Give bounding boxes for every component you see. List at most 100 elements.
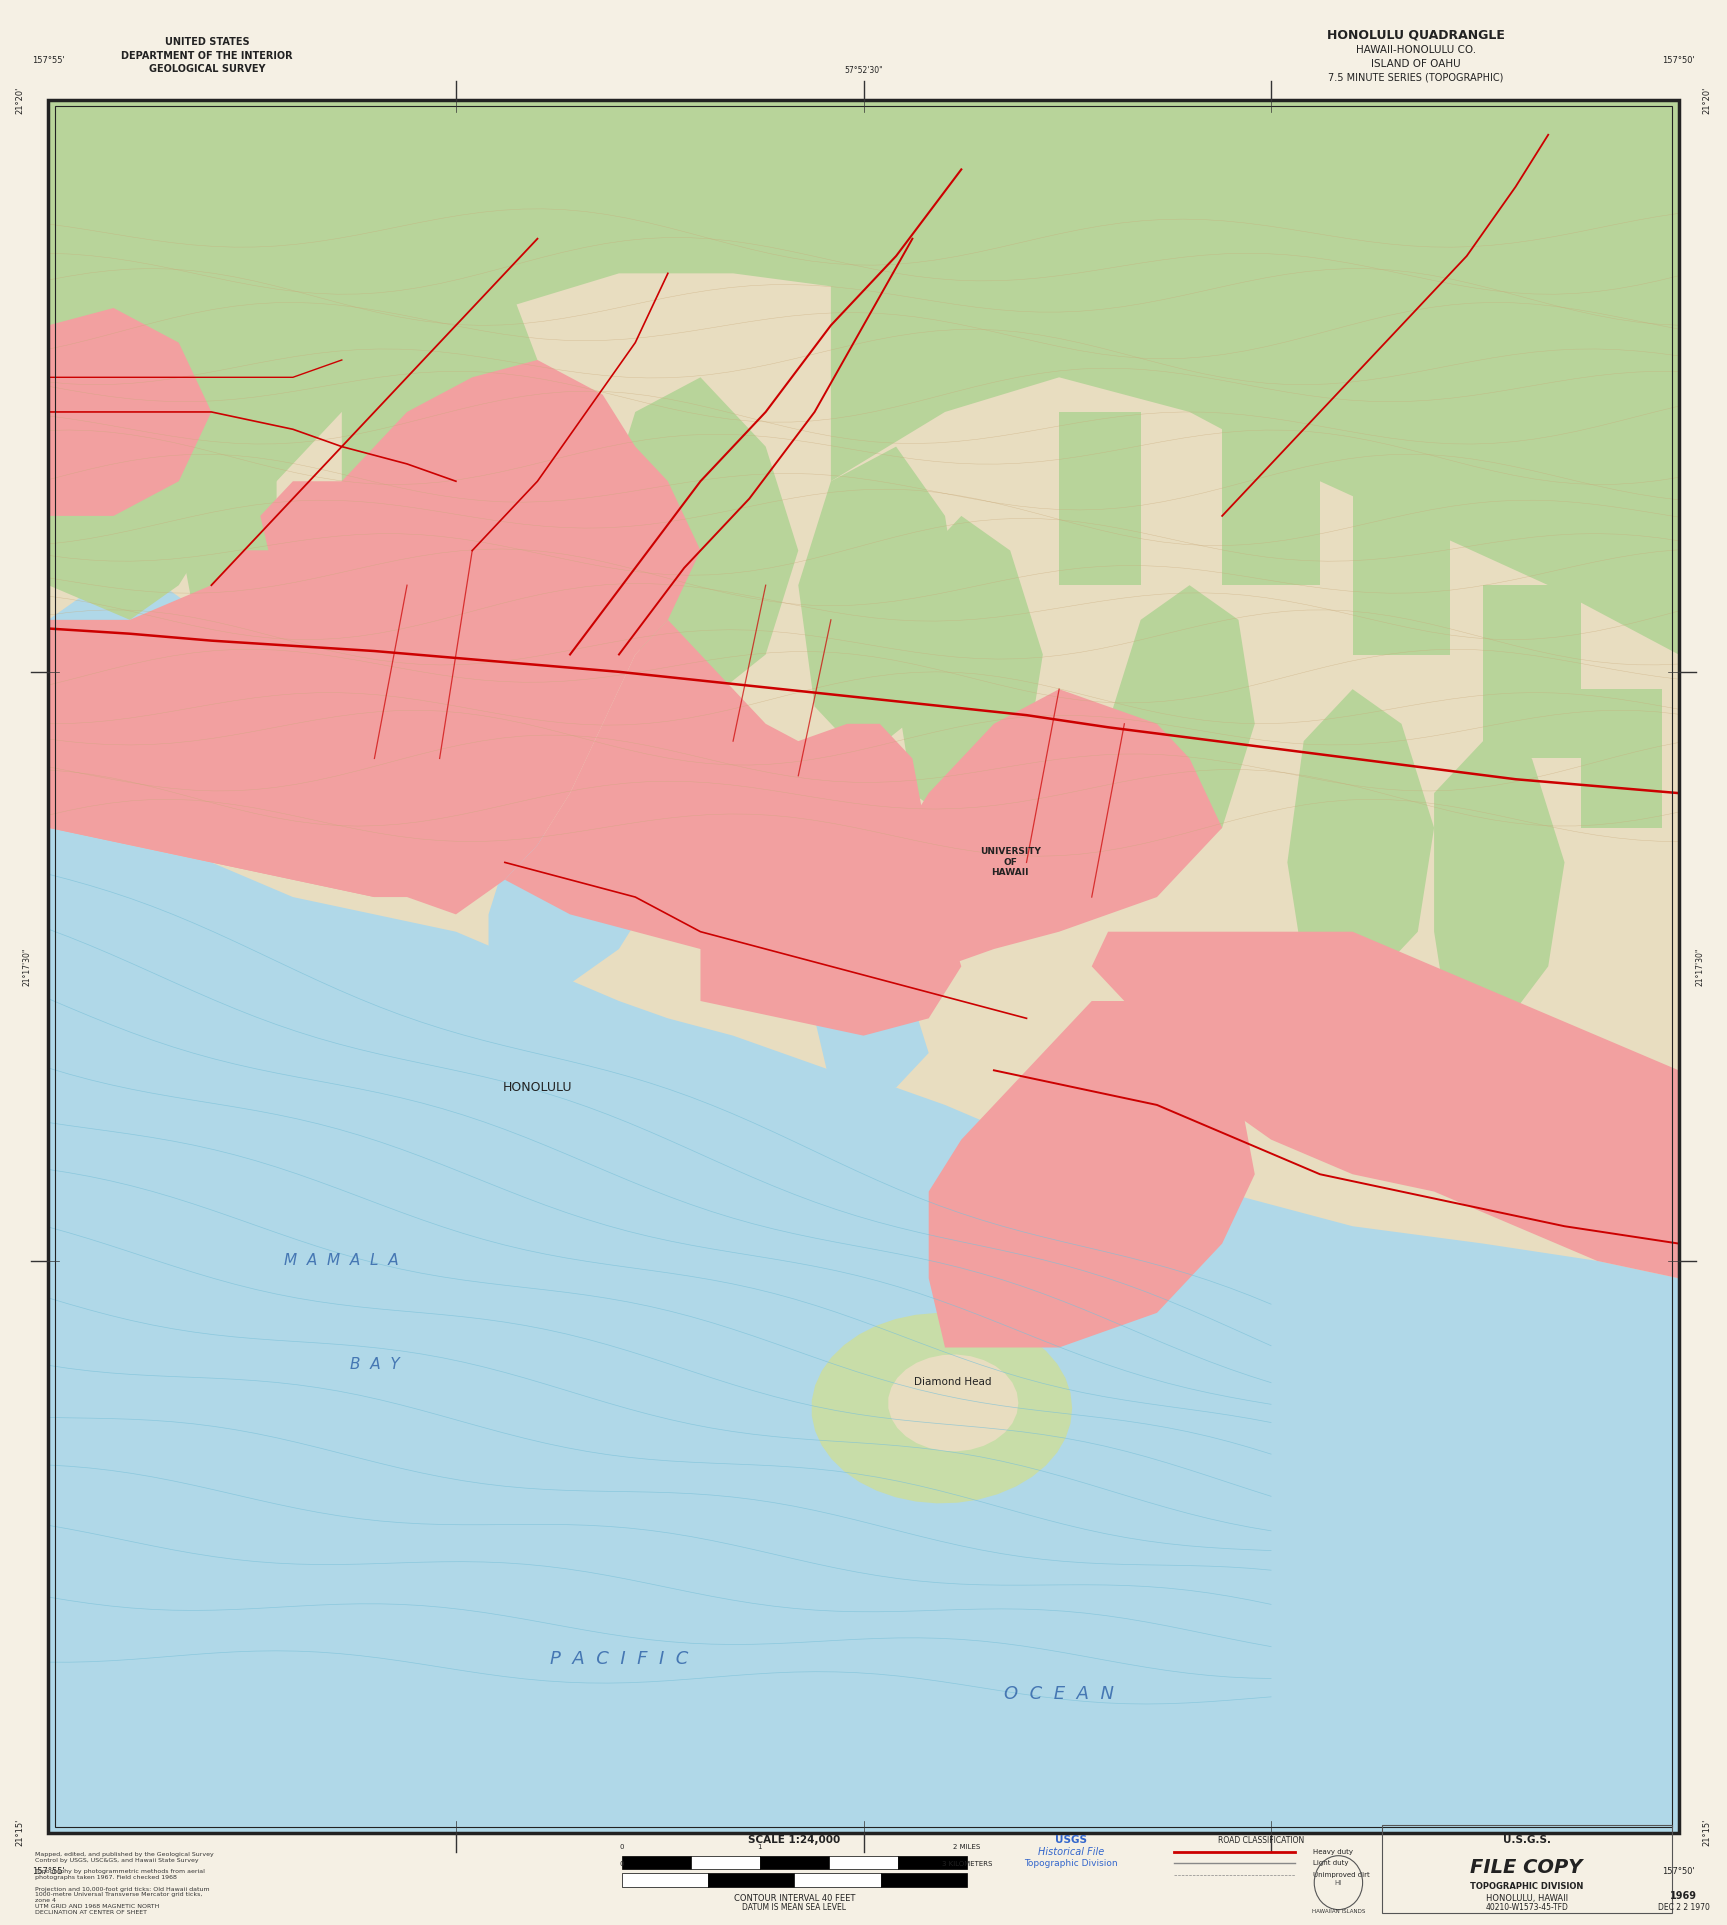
Text: GEOLOGICAL SURVEY: GEOLOGICAL SURVEY <box>149 64 266 75</box>
Bar <box>55 106 1672 1827</box>
Polygon shape <box>1223 377 1319 585</box>
Text: HAWAII-HONOLULU CO.: HAWAII-HONOLULU CO. <box>1356 44 1477 56</box>
Bar <box>691 1856 760 1869</box>
Bar <box>898 1856 967 1869</box>
Polygon shape <box>896 516 1043 828</box>
Polygon shape <box>1483 585 1580 758</box>
Polygon shape <box>48 221 375 585</box>
Text: 157°55': 157°55' <box>33 1867 64 1877</box>
Text: 40210-W1573-45-TFD: 40210-W1573-45-TFD <box>1485 1904 1568 1912</box>
Text: ISLAND OF OAHU: ISLAND OF OAHU <box>1371 58 1461 69</box>
Text: HONOLULU: HONOLULU <box>503 1082 572 1093</box>
Polygon shape <box>815 984 929 1088</box>
Text: 21°17'30": 21°17'30" <box>1696 947 1705 986</box>
Polygon shape <box>48 551 408 897</box>
Polygon shape <box>261 481 375 585</box>
Text: Control by USGS, USC&GS, and Hawaii State Survey: Control by USGS, USC&GS, and Hawaii Stat… <box>35 1858 199 1863</box>
Text: 21°20': 21°20' <box>16 87 24 114</box>
Bar <box>622 1856 691 1869</box>
Text: HI: HI <box>1335 1879 1342 1886</box>
Text: DATUM IS MEAN SEA LEVEL: DATUM IS MEAN SEA LEVEL <box>743 1904 846 1912</box>
Bar <box>881 1873 967 1886</box>
Bar <box>708 1873 794 1886</box>
Polygon shape <box>1109 585 1256 880</box>
Polygon shape <box>1352 481 1451 654</box>
Polygon shape <box>879 689 1223 966</box>
Text: UNITED STATES: UNITED STATES <box>164 37 250 48</box>
Text: 21°20': 21°20' <box>1703 87 1711 114</box>
Polygon shape <box>211 672 342 758</box>
Polygon shape <box>48 585 244 845</box>
Text: DEC 2 2 1970: DEC 2 2 1970 <box>1658 1904 1710 1912</box>
Text: 157°55': 157°55' <box>33 56 64 65</box>
Text: Light duty: Light duty <box>1313 1860 1349 1867</box>
Text: 1000-metre Universal Transverse Mercator grid ticks,: 1000-metre Universal Transverse Mercator… <box>35 1892 202 1898</box>
Text: 1: 1 <box>758 1844 762 1850</box>
Text: 0: 0 <box>620 1844 623 1850</box>
Polygon shape <box>48 360 701 914</box>
Text: TOPOGRAPHIC DIVISION: TOPOGRAPHIC DIVISION <box>1470 1883 1584 1890</box>
Text: 57°52'30": 57°52'30" <box>845 1858 882 1867</box>
Text: zone 4: zone 4 <box>35 1898 55 1904</box>
Text: HAWAIIAN ISLANDS: HAWAIIAN ISLANDS <box>1313 1910 1364 1913</box>
Text: 3 KILOMETERS: 3 KILOMETERS <box>941 1861 993 1867</box>
Text: 2 MILES: 2 MILES <box>953 1844 981 1850</box>
Text: Heavy duty: Heavy duty <box>1313 1848 1352 1856</box>
Polygon shape <box>1287 689 1433 1001</box>
Polygon shape <box>489 828 651 1001</box>
Polygon shape <box>831 100 1679 655</box>
Text: B  A  Y: B A Y <box>349 1357 399 1373</box>
Text: Unimproved dirt: Unimproved dirt <box>1313 1871 1370 1879</box>
Text: O  C  E  A  N: O C E A N <box>1003 1684 1114 1704</box>
Polygon shape <box>1580 689 1663 828</box>
Polygon shape <box>1091 932 1679 1278</box>
Polygon shape <box>180 412 276 654</box>
Text: HONOLULU QUADRANGLE: HONOLULU QUADRANGLE <box>1328 29 1504 40</box>
Text: Projection and 10,000-foot grid ticks: Old Hawaii datum: Projection and 10,000-foot grid ticks: O… <box>35 1886 209 1892</box>
Polygon shape <box>1433 741 1565 1053</box>
Text: CONTOUR INTERVAL 40 FEET: CONTOUR INTERVAL 40 FEET <box>734 1894 855 1902</box>
Text: Topographic Division: Topographic Division <box>1024 1860 1117 1867</box>
Text: 21°15': 21°15' <box>1703 1819 1711 1846</box>
Text: photographs taken 1967. Field checked 1968: photographs taken 1967. Field checked 19… <box>35 1875 176 1881</box>
Text: Mapped, edited, and published by the Geological Survey: Mapped, edited, and published by the Geo… <box>35 1852 214 1858</box>
Text: 157°50': 157°50' <box>1663 1867 1694 1877</box>
Text: M  A  M  A  L  A: M A M A L A <box>285 1253 399 1269</box>
Bar <box>829 1856 898 1869</box>
Polygon shape <box>929 1001 1256 1348</box>
Polygon shape <box>888 1355 1019 1451</box>
Text: 21°15': 21°15' <box>16 1819 24 1846</box>
Text: SCALE 1:24,000: SCALE 1:24,000 <box>748 1835 841 1846</box>
Text: UNIVERSITY
OF
HAWAII: UNIVERSITY OF HAWAII <box>979 847 1041 878</box>
Text: 1969: 1969 <box>1670 1890 1698 1902</box>
Text: FILE COPY: FILE COPY <box>1470 1858 1584 1877</box>
Text: ROAD CLASSIFICATION: ROAD CLASSIFICATION <box>1218 1836 1304 1844</box>
Bar <box>622 1873 708 1886</box>
Text: UTM GRID AND 1968 MAGNETIC NORTH: UTM GRID AND 1968 MAGNETIC NORTH <box>35 1904 159 1910</box>
Text: Topography by photogrammetric methods from aerial: Topography by photogrammetric methods fr… <box>35 1869 204 1875</box>
Text: 157°50': 157°50' <box>1663 56 1694 65</box>
Text: 7.5 MINUTE SERIES (TOPOGRAPHIC): 7.5 MINUTE SERIES (TOPOGRAPHIC) <box>1328 71 1504 83</box>
Bar <box>48 100 1679 1833</box>
Text: DECLINATION AT CENTER OF SHEET: DECLINATION AT CENTER OF SHEET <box>35 1910 147 1915</box>
Text: 21°17'30": 21°17'30" <box>22 947 31 986</box>
Polygon shape <box>48 100 1679 620</box>
Polygon shape <box>504 620 929 966</box>
Polygon shape <box>1059 412 1140 585</box>
Text: 57°52'30": 57°52'30" <box>845 65 882 75</box>
Polygon shape <box>48 308 211 516</box>
Polygon shape <box>812 1313 1072 1503</box>
Text: U.S.G.S.: U.S.G.S. <box>1502 1835 1551 1846</box>
Text: DEPARTMENT OF THE INTERIOR: DEPARTMENT OF THE INTERIOR <box>121 50 294 62</box>
Text: USGS: USGS <box>1055 1835 1086 1846</box>
Polygon shape <box>798 447 962 758</box>
Text: Diamond Head: Diamond Head <box>914 1376 991 1388</box>
Text: 0: 0 <box>620 1861 623 1867</box>
Polygon shape <box>603 377 798 706</box>
Bar <box>760 1856 829 1869</box>
Text: Historical File: Historical File <box>1038 1846 1104 1858</box>
Polygon shape <box>342 239 537 585</box>
Bar <box>794 1873 881 1886</box>
Polygon shape <box>48 828 1679 1833</box>
Bar <box>1382 1825 1672 1913</box>
